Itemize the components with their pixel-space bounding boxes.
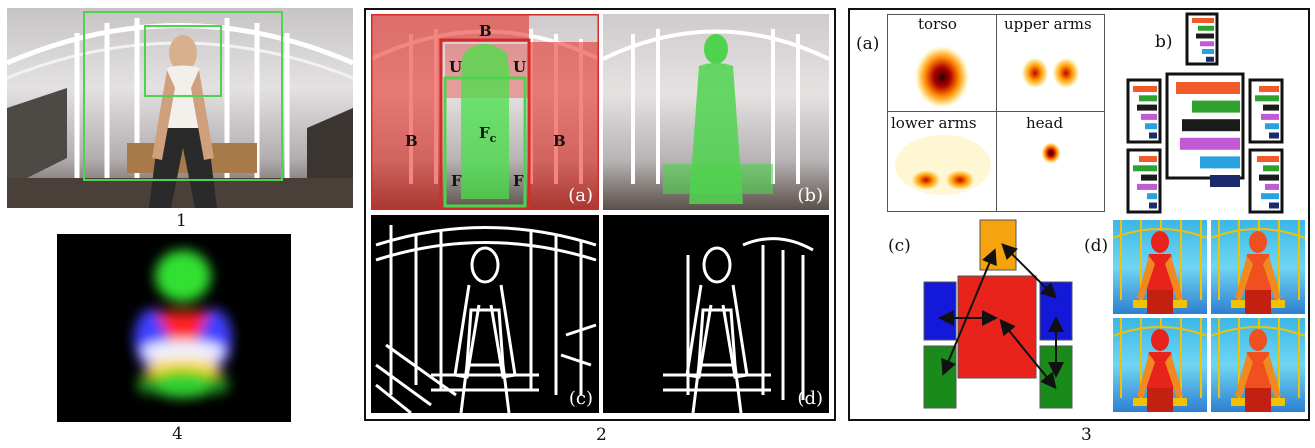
histogram-bar: [1269, 132, 1279, 139]
histogram-bar: [1259, 174, 1279, 181]
histogram-bar: [1141, 113, 1157, 120]
histogram-bar: [1147, 193, 1157, 200]
heatmap-label-lower-arms: lower arms: [891, 114, 977, 132]
label-foreground-center: Fc: [479, 124, 497, 145]
panel2b-scene: [603, 29, 829, 204]
histogram-bar: [1149, 202, 1157, 209]
histogram-bar: [1149, 132, 1157, 139]
label-upper-right: U: [513, 58, 527, 76]
part-color-maps: [1113, 220, 1305, 412]
panel2c-edges: (c): [371, 215, 599, 413]
histogram-bar: [1133, 86, 1157, 92]
head-bounding-box: [144, 25, 222, 97]
panel3c-label: (c): [888, 236, 911, 256]
panel3-frame: [848, 8, 1310, 421]
label-upper-left: U: [449, 58, 463, 76]
histogram-bar: [1263, 104, 1279, 111]
panel2a-region-labels: B B B U U Fc F F: [371, 14, 599, 210]
histogram-bar: [1200, 41, 1214, 47]
color-map-grid: [1113, 220, 1305, 412]
panel2b-label: (b): [797, 185, 823, 206]
panel3d-label: (d): [1084, 236, 1109, 256]
histogram-bar: [1139, 156, 1157, 162]
histogram-bar: [1192, 100, 1240, 113]
histogram-bar: [1198, 25, 1214, 31]
histogram-bar: [1196, 33, 1214, 39]
histogram-bar: [1255, 95, 1279, 102]
histogram-bar: [1265, 183, 1279, 190]
pose-color-blob: [134, 250, 232, 398]
histogram-bar: [1259, 86, 1279, 92]
heatmap-label-torso: torso: [918, 15, 957, 33]
label-background-top: B: [479, 22, 492, 40]
histogram-bar: [1137, 104, 1157, 111]
panel2-number: 2: [596, 425, 607, 445]
panel2a-scene: [371, 14, 599, 210]
heatmap-label-head: head: [1026, 114, 1064, 132]
histogram-bar: [1182, 119, 1240, 132]
part-heatmap-grid: torso upper arms lower arms head: [887, 14, 1105, 212]
histogram-bar: [1210, 175, 1240, 187]
panel3b-label: b): [1155, 32, 1173, 52]
panel4-number: 4: [172, 424, 183, 444]
panel2d-label: (d): [797, 388, 823, 409]
panel2c-edge-map: [375, 225, 597, 413]
label-background-right: B: [553, 132, 566, 150]
histogram-bar: [1176, 82, 1240, 94]
graph-node-head: [979, 219, 1017, 271]
graph-node-torso: [957, 275, 1037, 379]
histogram-bar: [1192, 18, 1214, 23]
grid-horizontal-divider: [888, 111, 1104, 112]
panel1-photo: [7, 8, 353, 208]
histogram-bar: [1202, 49, 1214, 54]
panel2a-segmentation: B B B U U Fc F F (a): [371, 14, 599, 210]
histogram-bar: [1265, 123, 1279, 130]
histogram-bar: [1257, 156, 1279, 162]
label-foreground-left: F: [451, 172, 462, 190]
panel1-scene: [7, 18, 353, 208]
histogram-bar: [1200, 156, 1240, 169]
grid-vertical-divider: [996, 15, 997, 211]
panel2d-edge-map: [663, 237, 814, 413]
part-graph: [923, 219, 1073, 409]
histogram-bar: [1180, 137, 1240, 150]
panel2-frame: [364, 8, 836, 421]
panel3-number: 3: [1081, 425, 1092, 445]
histogram-bar: [1261, 113, 1279, 120]
body-bounding-box: [83, 11, 283, 181]
histogram-bar: [1139, 95, 1157, 102]
histogram-boxes: [1126, 12, 1284, 214]
histogram-bar: [1261, 193, 1279, 200]
histogram-bar: [1145, 123, 1157, 130]
panel3a-label: (a): [856, 34, 880, 54]
panel2c-label: (c): [568, 388, 593, 409]
histogram-bar: [1141, 174, 1157, 181]
histograms: [1120, 10, 1305, 220]
panel4-pose-heatmap: [57, 234, 291, 422]
heatmap-blobs: [895, 45, 1080, 195]
histogram-bar: [1269, 202, 1279, 209]
panel2a-label: (a): [568, 185, 593, 206]
histogram-bar: [1263, 165, 1279, 172]
histogram-bar: [1137, 183, 1157, 190]
label-foreground-right: F: [513, 172, 524, 190]
panel2d-edges: (d): [603, 215, 829, 413]
panel2b-foreground: (b): [603, 14, 829, 210]
heatmap-label-upper-arms: upper arms: [1004, 15, 1092, 33]
panel1-number: 1: [176, 211, 187, 231]
histogram-bar: [1133, 165, 1157, 172]
label-background-left: B: [405, 132, 418, 150]
histogram-bar: [1206, 56, 1214, 62]
graph-node-upper-arm-left: [923, 281, 957, 341]
